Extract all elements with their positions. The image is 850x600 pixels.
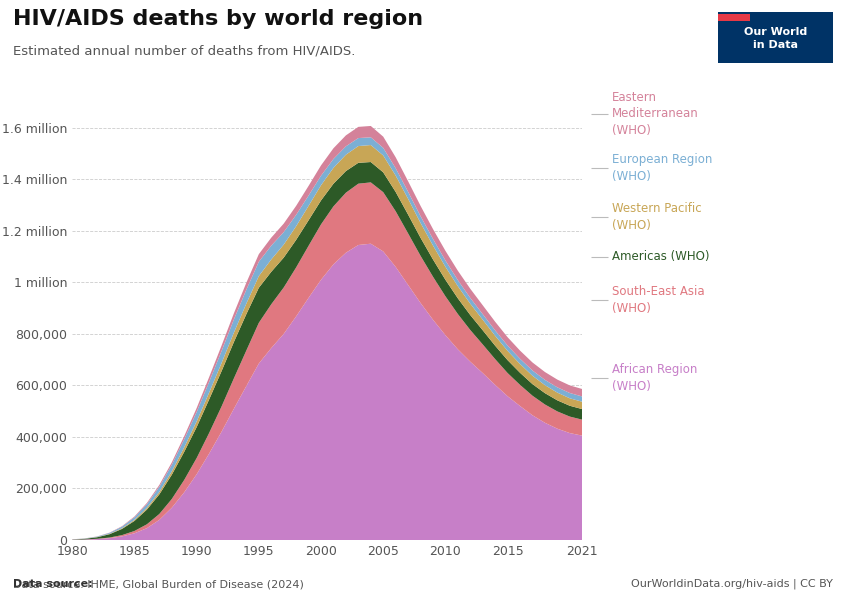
- Text: Data source:: Data source:: [13, 579, 93, 589]
- Text: European Region
(WHO): European Region (WHO): [612, 153, 712, 183]
- Text: Data source: IHME, Global Burden of Disease (2024): Data source: IHME, Global Burden of Dise…: [13, 579, 303, 589]
- Text: Western Pacific
(WHO): Western Pacific (WHO): [612, 202, 701, 232]
- Text: South-East Asia
(WHO): South-East Asia (WHO): [612, 285, 705, 315]
- Text: Estimated annual number of deaths from HIV/AIDS.: Estimated annual number of deaths from H…: [13, 45, 355, 58]
- Text: HIV/AIDS deaths by world region: HIV/AIDS deaths by world region: [13, 9, 422, 29]
- Bar: [718, 14, 751, 21]
- Text: Americas (WHO): Americas (WHO): [612, 250, 710, 263]
- Text: OurWorldinData.org/hiv-aids | CC BY: OurWorldinData.org/hiv-aids | CC BY: [631, 578, 833, 589]
- Text: Eastern
Mediterranean
(WHO): Eastern Mediterranean (WHO): [612, 91, 699, 137]
- Text: Our World
in Data: Our World in Data: [744, 27, 808, 50]
- Text: African Region
(WHO): African Region (WHO): [612, 363, 697, 393]
